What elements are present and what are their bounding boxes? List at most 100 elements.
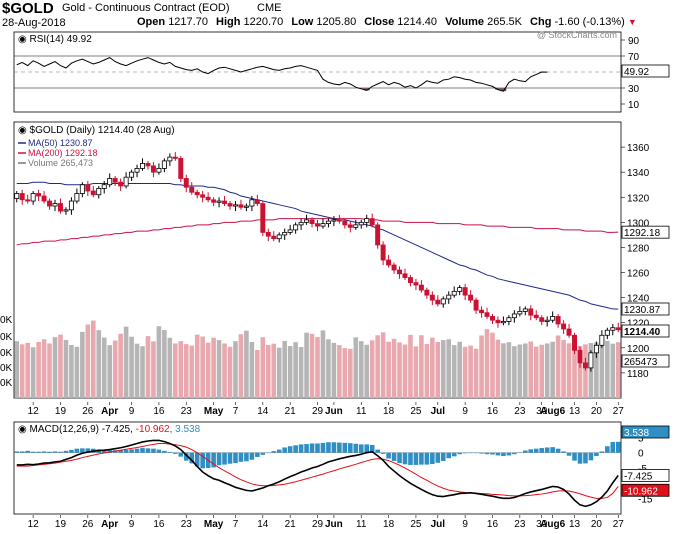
candle-body <box>47 200 53 207</box>
candle-body <box>150 165 156 173</box>
macd-histogram-bar <box>369 445 375 453</box>
macd-histogram-bar <box>402 452 408 465</box>
macd-histogram-bar <box>315 443 320 453</box>
candle-body <box>145 162 151 167</box>
candle-body <box>375 224 381 246</box>
candle-body <box>440 298 446 305</box>
candle-body <box>550 316 556 321</box>
volume-bar <box>271 343 277 398</box>
volume-bar <box>80 331 85 398</box>
candle-body <box>490 316 495 321</box>
macd-histogram-bar <box>249 452 255 460</box>
candle-body <box>435 299 441 305</box>
macd-histogram-bar <box>375 449 380 453</box>
x-axis-label: 9 <box>129 406 135 417</box>
close-value: 1214.40 <box>397 16 438 28</box>
price-legend-title: ◉ $GOLD (Daily) 1214.40 (28 Aug) <box>18 125 175 136</box>
volume-bar <box>162 330 167 398</box>
volume-bar <box>408 334 413 398</box>
candle-body <box>287 229 293 233</box>
high-value: 1220.70 <box>243 16 284 28</box>
volume-bar <box>320 330 326 398</box>
candle-body <box>96 188 102 196</box>
volume-bar <box>348 348 353 398</box>
macd-histogram-bar <box>216 452 222 466</box>
macd-histogram-bar <box>577 452 583 464</box>
volume-bar <box>298 347 304 398</box>
candle-body <box>58 203 63 212</box>
macd-histogram-bar <box>304 444 309 453</box>
macd-histogram-bar <box>451 452 457 457</box>
volume-last-label-box <box>621 354 670 368</box>
macd-histogram-bar <box>462 452 468 454</box>
macd-histogram-bar <box>320 442 326 453</box>
rsi-line <box>16 57 548 92</box>
open-value: 1217.70 <box>168 16 208 28</box>
macd-histogram-bar <box>156 449 162 453</box>
macd-histogram-bar <box>615 441 621 453</box>
macd-histogram-bar <box>101 449 107 453</box>
volume-bar <box>555 335 561 398</box>
price-tick-label: 1300 <box>627 218 650 229</box>
volume-bar <box>594 342 599 398</box>
price-tick-label: 1360 <box>627 143 650 154</box>
x-axis-label: 23 <box>514 406 526 417</box>
x-axis-label: 20 <box>591 406 603 417</box>
macd-histogram-bar <box>484 452 490 455</box>
macd-histogram-bar <box>233 452 238 464</box>
candle-body <box>315 223 320 227</box>
candle-body <box>604 329 610 336</box>
ma50-last-label-box <box>621 302 670 316</box>
macd-histogram-bar <box>544 447 550 453</box>
rsi-tick-label: 10 <box>628 100 640 111</box>
volume-bar <box>101 337 107 398</box>
candle-body <box>397 269 403 275</box>
macd-histogram-bar <box>140 448 145 453</box>
x-axis-label: 18 <box>383 519 395 530</box>
macd-histogram-bar <box>430 452 435 465</box>
x-axis-label: 19 <box>55 406 67 417</box>
candle-body <box>479 309 485 314</box>
candle-body <box>468 294 474 301</box>
x-axis-label: Aug6 <box>540 519 565 530</box>
candle-body <box>473 299 479 311</box>
macd-histogram-bar <box>129 449 134 453</box>
volume-bar <box>276 347 282 398</box>
candle-body <box>593 344 599 354</box>
candle-body <box>194 191 200 196</box>
volume-bar <box>353 337 359 398</box>
x-axis-label: 20 <box>591 519 603 530</box>
macd-histogram-bar <box>523 450 528 453</box>
macd-histogram-bar <box>222 452 227 465</box>
x-axis-label: Jul <box>431 519 446 530</box>
macd-histogram-bar <box>58 451 63 453</box>
volume-bar <box>183 344 189 398</box>
candle-body <box>309 219 315 225</box>
close-last-label-box <box>621 324 670 338</box>
x-axis-label: Aug6 <box>540 406 565 417</box>
x-axis-label: 11 <box>356 406 367 417</box>
candle-body <box>522 308 528 312</box>
candle-body <box>79 184 85 194</box>
candle-body <box>577 349 583 364</box>
x-axis-label: 29 <box>312 406 324 417</box>
symbol: $GOLD <box>2 0 54 17</box>
volume-bar <box>468 345 473 398</box>
macd-histogram-bar <box>118 450 123 453</box>
volume-bar <box>200 336 205 398</box>
volume-bar <box>506 342 512 398</box>
volume-bar <box>222 343 227 398</box>
volume-bar <box>96 330 102 398</box>
candle-body <box>342 220 348 226</box>
macd-histogram-bar <box>408 452 413 465</box>
macd-histogram-bar <box>331 442 337 453</box>
macd-legend-part: -10.962, <box>136 424 175 435</box>
x-axis-label: 9 <box>462 519 468 530</box>
x-axis-label: 30 <box>536 519 548 530</box>
price-tick-label: 1340 <box>627 168 650 179</box>
candle-body <box>413 282 419 286</box>
volume-bar <box>227 346 233 398</box>
volume-bar <box>544 343 550 398</box>
volume-bar <box>369 340 375 398</box>
macd-histogram-bar <box>386 452 391 459</box>
